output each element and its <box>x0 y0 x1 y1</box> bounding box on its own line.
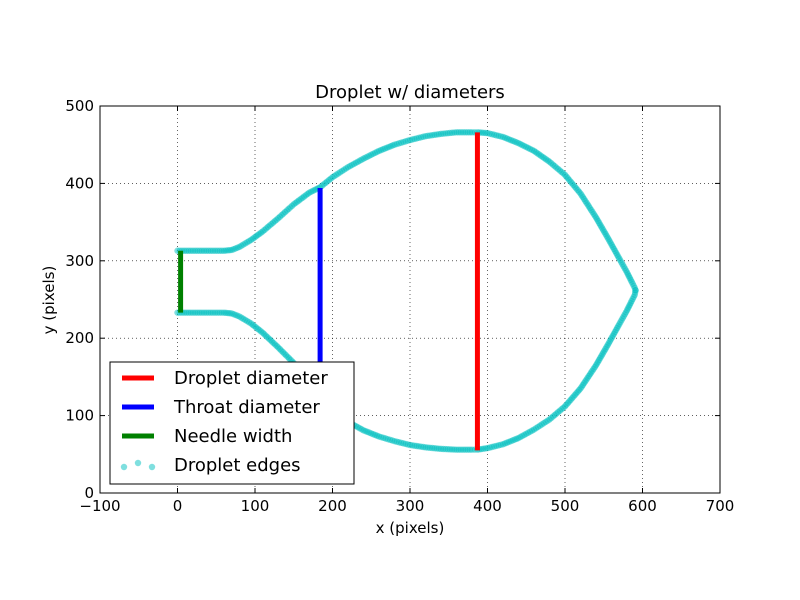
legend-swatch-marker <box>120 463 128 471</box>
grid <box>100 106 720 493</box>
x-tick-label: 300 <box>396 497 425 515</box>
legend-label: Droplet edges <box>174 455 301 476</box>
legend-swatch-marker <box>134 459 142 467</box>
legend-label: Throat diameter <box>173 397 320 418</box>
axis-ticks: −100 0 100 200 300 400 500 600 70001002003004005… <box>65 97 734 515</box>
plot-data <box>174 129 639 453</box>
droplet-edge-lower-point <box>632 287 639 294</box>
x-tick-label: 600 <box>628 497 657 515</box>
legend-label: Needle width <box>174 426 292 447</box>
legend-label: Droplet diameter <box>174 368 328 389</box>
legend-swatch-marker <box>148 463 156 471</box>
chart-title: Droplet w/ diameters <box>315 82 505 103</box>
y-tick-label: 400 <box>65 174 94 192</box>
y-tick-label: 500 <box>65 97 94 115</box>
y-tick-label: 100 <box>65 407 94 425</box>
y-tick-label: 200 <box>65 329 94 347</box>
x-axis-label: x (pixels) <box>376 519 445 537</box>
legend-box <box>109 361 355 485</box>
x-tick-label: −100 <box>79 497 120 515</box>
x-tick-label: 400 <box>473 497 502 515</box>
x-tick-label: 100 <box>241 497 270 515</box>
x-tick-label: 200 <box>318 497 347 515</box>
y-axis-label: y (pixels) <box>40 266 58 335</box>
legend: Droplet diameter Throat diameter Needle wi… <box>109 361 355 485</box>
y-tick-label: 0 <box>84 484 94 502</box>
x-tick-label: 700 <box>706 497 735 515</box>
x-tick-label: 0 <box>173 497 183 515</box>
x-tick-label: 500 <box>551 497 580 515</box>
y-tick-label: 300 <box>65 252 94 270</box>
